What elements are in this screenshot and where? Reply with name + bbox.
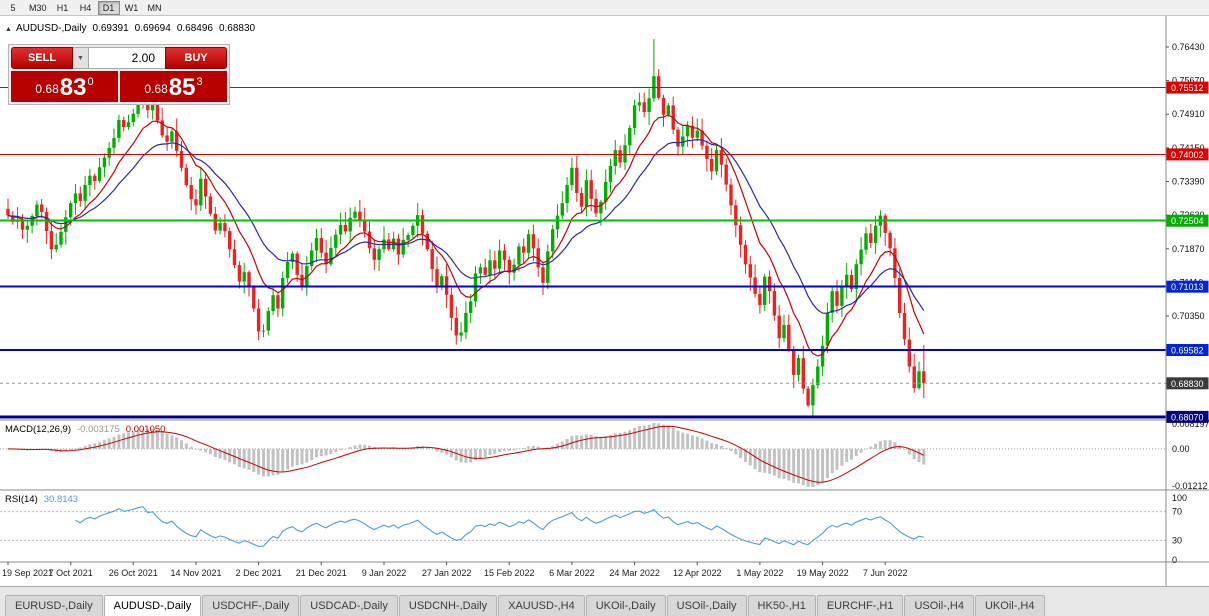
macd-label: MACD(12,26,9)	[5, 424, 71, 435]
date-axis-label: 14 Nov 2021	[170, 568, 221, 578]
macd-pane	[0, 423, 1166, 487]
chart-tab-xauusd-h4[interactable]: XAUUSD-,H4	[498, 595, 585, 616]
rsi-axis-label: 70	[1172, 507, 1182, 517]
chart-tab-audusd-daily[interactable]: AUDUSD-,Daily	[103, 595, 202, 616]
date-axis-label: 7 Oct 2021	[49, 568, 93, 578]
ohlc-high: 0.69694	[135, 23, 172, 34]
price-tick-label: 0.74150	[1172, 143, 1205, 153]
date-axis-label: 15 Feb 2022	[484, 568, 535, 578]
date-axis-label: 6 Mar 2022	[549, 568, 595, 578]
buy-price-point: 3	[196, 76, 203, 88]
ohlc-close: 0.68830	[219, 23, 256, 34]
date-axis-label: 7 Jun 2022	[863, 568, 908, 578]
date-axis-label: 1 May 2022	[736, 568, 783, 578]
rsi-axis-label: 0	[1172, 555, 1177, 565]
ohlc-open: 0.69391	[93, 23, 130, 34]
timeframe-button-5[interactable]: 5	[2, 1, 24, 15]
timeframe-button-h1[interactable]: H1	[52, 1, 74, 15]
buy-price-big-digits: 85	[168, 74, 196, 101]
chart-axes[interactable]: 0.764300.756700.749100.741500.733900.726…	[0, 16, 1209, 586]
price-axis-badges: 0.75512 0.74002 0.72504 0.71013 0.69582 0.688…	[1166, 81, 1209, 423]
rsi-header: RSI(14) 30.8143	[5, 494, 78, 505]
horizontal-lines-layer[interactable]	[0, 87, 1166, 419]
volume-input[interactable]: 2.00	[89, 47, 165, 69]
macd-axis-label: 0.008197	[1172, 419, 1209, 429]
chart-tab-ukoil-daily[interactable]: UKOil-,Daily	[585, 595, 666, 616]
date-axis-label: 2 Dec 2021	[236, 568, 282, 578]
rsi-axis-label: 100	[1172, 493, 1187, 503]
date-axis-label: 21 Dec 2021	[296, 568, 347, 578]
chart-symbol-icon: ▲	[5, 26, 12, 33]
sell-price-prefix: 0.68	[35, 82, 59, 96]
sell-button[interactable]: SELL	[11, 47, 73, 69]
macd-main-value: -0.003175	[77, 424, 120, 435]
chart-tab-hk50-h1[interactable]: HK50-,H1	[747, 595, 816, 616]
rsi-pane	[0, 506, 1166, 547]
moving-averages-layer	[7, 114, 925, 357]
timeframe-button-m30[interactable]: M30	[25, 1, 51, 15]
price-chart[interactable]: 0.764300.756700.749100.741500.733900.726…	[0, 16, 1209, 586]
chart-tab-ukoil-h4[interactable]: UKOil-,H4	[974, 595, 1045, 616]
chart-header: ▲ AUDUSD-,Daily 0.69391 0.69694 0.68496 0.688…	[5, 23, 256, 34]
date-axis-label: 19 May 2022	[797, 568, 849, 578]
chart-tab-usoil-daily[interactable]: USOil-,Daily	[666, 595, 747, 616]
macd-signal-value: 0.001050	[126, 424, 166, 435]
rsi-label: RSI(14)	[5, 494, 38, 505]
price-tick-label: 0.71870	[1172, 244, 1205, 254]
price-tick-label: 0.73390	[1172, 177, 1205, 187]
ohlc-low: 0.68496	[177, 23, 214, 34]
date-axis-label: 12 Apr 2022	[673, 568, 722, 578]
sell-price-point: 0	[87, 76, 94, 88]
price-badge-label: 0.68070	[1171, 412, 1204, 422]
volume-value: 2.00	[131, 51, 155, 65]
date-axis-label: 9 Jan 2022	[362, 568, 407, 578]
timeframe-button-w1[interactable]: W1	[121, 1, 143, 15]
timeframe-button-h4[interactable]: H4	[75, 1, 97, 15]
chart-tab-eurchf-h1[interactable]: EURCHF-,H1	[816, 595, 904, 616]
chart-tab-eurusd-daily[interactable]: EURUSD-,Daily	[5, 595, 103, 616]
buy-price-prefix: 0.68	[144, 82, 168, 96]
price-tick-label: 0.75670	[1172, 76, 1205, 86]
price-tick-label: 0.76430	[1172, 42, 1205, 52]
price-badge-label: 0.68830	[1171, 379, 1204, 389]
macd-header: MACD(12,26,9) -0.003175 0.001050	[5, 424, 165, 435]
chart-tab-usdcad-daily[interactable]: USDCAD-,Daily	[300, 595, 398, 616]
date-axis-label: 26 Oct 2021	[109, 568, 158, 578]
volume-dropdown-button[interactable]: ▼	[73, 47, 89, 69]
buy-button[interactable]: BUY	[165, 47, 227, 69]
date-axis-label: 24 Mar 2022	[609, 568, 660, 578]
timeframe-button-d1[interactable]: D1	[97, 0, 120, 15]
chart-tabs-bar: EURUSD-,Daily AUDUSD-,Daily USDCHF-,Daily U…	[0, 586, 1209, 616]
rsi-value: 30.8143	[44, 494, 78, 505]
price-badge-label: 0.75512	[1171, 83, 1204, 93]
sell-price-display[interactable]: 0.68 83 0	[11, 71, 118, 102]
chart-tab-usdchf-daily[interactable]: USDCHF-,Daily	[202, 595, 300, 616]
macd-axis-label: 0.00	[1172, 444, 1190, 454]
chart-tab-usdcnh-daily[interactable]: USDCNH-,Daily	[398, 595, 498, 616]
chart-tab-usoil-h4[interactable]: USOil-,H4	[904, 595, 974, 616]
rsi-axis-label: 30	[1172, 535, 1182, 545]
timeframe-toolbar: 5 M30 H1 H4 D1 W1 MN	[0, 0, 1209, 16]
sell-price-big-digits: 83	[59, 74, 87, 101]
date-axis-label: 19 Sep 2021	[2, 568, 53, 578]
timeframe-button-mn[interactable]: MN	[144, 1, 166, 15]
price-badge-label: 0.74002	[1171, 150, 1204, 160]
chart-window: 0.764300.756700.749100.741500.733900.726…	[0, 16, 1209, 586]
price-badge-label: 0.71013	[1171, 282, 1204, 292]
price-tick-label: 0.70350	[1172, 311, 1205, 321]
price-tick-label: 0.74910	[1172, 109, 1205, 119]
price-badge-label: 0.69582	[1171, 346, 1204, 356]
one-click-trading-panel: SELL ▼ 2.00 BUY 0.68 83 0 0.68 85 3	[8, 44, 230, 105]
macd-axis-label: -0.01212	[1172, 481, 1208, 491]
buy-price-display[interactable]: 0.68 85 3	[120, 71, 227, 102]
chevron-down-icon: ▼	[77, 54, 84, 62]
date-axis-label: 27 Jan 2022	[422, 568, 472, 578]
price-badge-label: 0.72504	[1171, 216, 1204, 226]
chart-symbol-label: AUDUSD-,Daily	[16, 23, 87, 34]
